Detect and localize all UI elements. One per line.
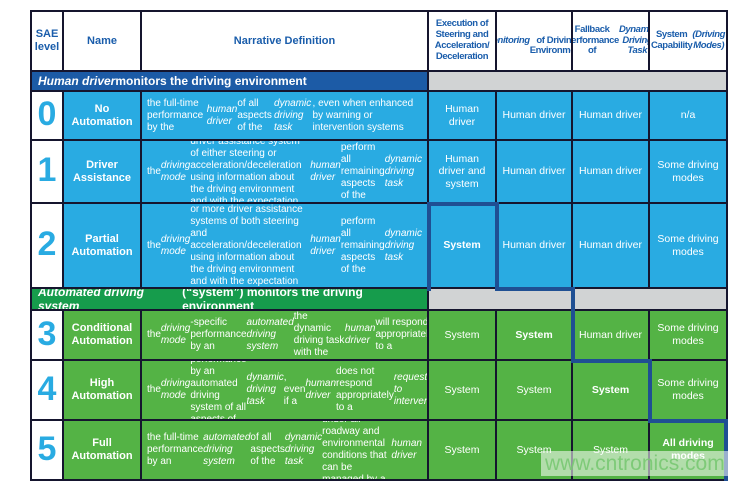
value-cell-capability-level-1: Some driving modes xyxy=(650,141,728,204)
value-cell-execution-level-0: Human driver xyxy=(429,92,497,141)
narrative-cell-level-0: the full-time performance by the human d… xyxy=(142,92,429,141)
value-cell-monitoring-level-1: Human driver xyxy=(497,141,573,204)
name-cell-high-automation: High Automation xyxy=(64,361,142,421)
level-badge-3: 3 xyxy=(32,311,64,361)
value-cell-capability-level-4: Some driving modes xyxy=(650,361,728,421)
narrative-cell-level-4: the driving mode-specific performance by… xyxy=(142,361,429,421)
narrative-cell-level-3: the driving mode -specific performance by… xyxy=(142,311,429,361)
value-cell-fallback-level-4: System xyxy=(573,361,650,421)
value-cell-monitoring-level-0: Human driver xyxy=(497,92,573,141)
value-cell-execution-level-3: System xyxy=(429,311,497,361)
header-cell-sae-level: SAE level xyxy=(32,12,64,72)
value-cell-fallback-level-3: Human driver xyxy=(573,311,650,361)
name-cell-full-automation: Full Automation xyxy=(64,421,142,481)
level-badge-2: 2 xyxy=(32,204,64,289)
narrative-cell-level-2: the driving mode-specific execution by o… xyxy=(142,204,429,289)
value-cell-capability-level-0: n/a xyxy=(650,92,728,141)
level-badge-5: 5 xyxy=(32,421,64,481)
narrative-cell-level-5: the full-time performance by an automate… xyxy=(142,421,429,481)
name-cell-driver-assistance: Driver Assistance xyxy=(64,141,142,204)
name-cell-partial-automation: Partial Automation xyxy=(64,204,142,289)
watermark-overlay xyxy=(541,451,744,476)
value-cell-fallback-level-2: Human driver xyxy=(573,204,650,289)
name-cell-no-automation: No Automation xyxy=(64,92,142,141)
value-cell-fallback-level-0: Human driver xyxy=(573,92,650,141)
header-cell-name: Name xyxy=(64,12,142,72)
value-cell-capability-level-2: Some driving modes xyxy=(650,204,728,289)
value-cell-execution-level-5: System xyxy=(429,421,497,481)
header-cell-system-capability: System Capability (Driving Modes) xyxy=(650,12,728,72)
section-row-human-driver-gray-band xyxy=(429,72,728,92)
value-cell-execution-level-1: Human driver and system xyxy=(429,141,497,204)
level-badge-4: 4 xyxy=(32,361,64,421)
level-badge-0: 0 xyxy=(32,92,64,141)
level-badge-1: 1 xyxy=(32,141,64,204)
watermark-text: www.cntronics.com xyxy=(545,452,725,475)
section-row-automated-system-monitors: Automated driving system (“system”) moni… xyxy=(32,289,429,311)
value-cell-capability-level-3: Some driving modes xyxy=(650,311,728,361)
narrative-cell-level-1: the driving mode-specific execution by a… xyxy=(142,141,429,204)
header-cell-fallback: FallbackPerformanceof DynamicDriving Tas… xyxy=(573,12,650,72)
value-cell-execution-level-4: System xyxy=(429,361,497,421)
sae-automation-levels-table: SAE level Name Narrative Definition Execu… xyxy=(30,10,728,481)
header-cell-monitoring: Monitoringof DrivingEnvironment xyxy=(497,12,573,72)
section-row-human-driver-monitors: Human driver monitors the driving enviro… xyxy=(32,72,429,92)
value-cell-execution-level-2: System xyxy=(429,204,497,289)
section-row-automated-system-gray-band xyxy=(429,289,728,311)
value-cell-monitoring-level-2: Human driver xyxy=(497,204,573,289)
name-cell-conditional-automation: Conditional Automation xyxy=(64,311,142,361)
header-cell-execution: Execution of Steering and Acceleration/Dec… xyxy=(429,12,497,72)
value-cell-monitoring-level-4: System xyxy=(497,361,573,421)
value-cell-monitoring-level-3: System xyxy=(497,311,573,361)
header-cell-narrative-definition: Narrative Definition xyxy=(142,12,429,72)
value-cell-fallback-level-1: Human driver xyxy=(573,141,650,204)
